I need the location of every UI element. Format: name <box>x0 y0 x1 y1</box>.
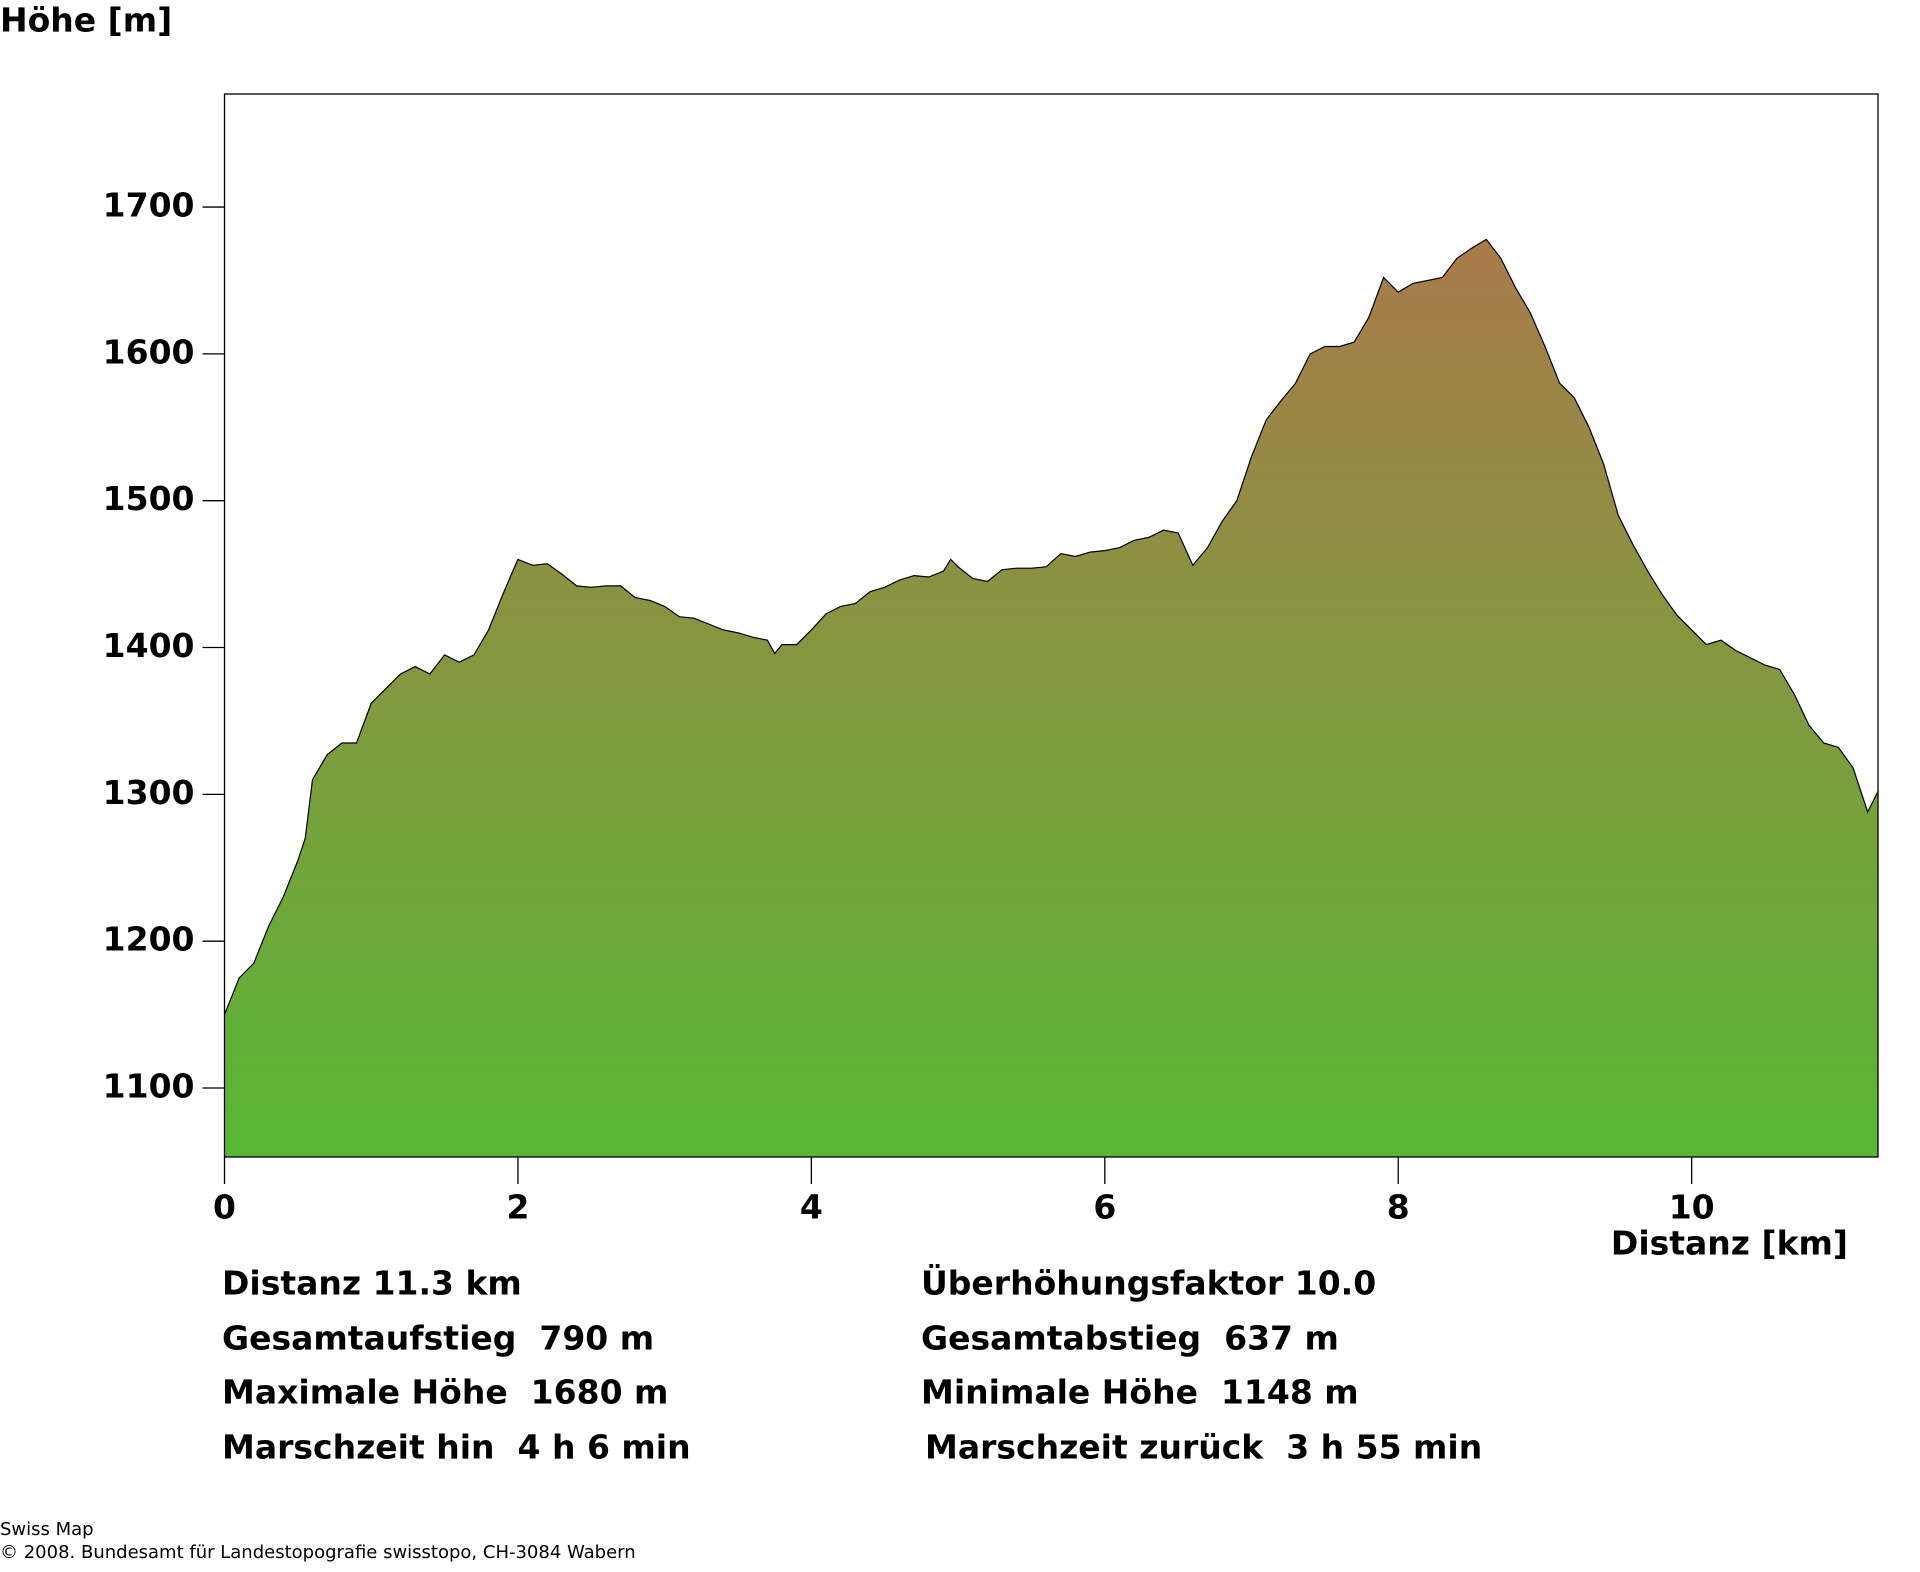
stat: Marschzeit zurück 3 h 55 min <box>925 1428 1482 1467</box>
x-tick-label: 2 <box>506 1188 529 1227</box>
plot-frame <box>223 93 1879 1158</box>
y-tick-label: 1400 <box>103 626 195 665</box>
x-tick-label: 0 <box>213 1188 236 1227</box>
stat: Marschzeit hin 4 h 6 min <box>222 1428 691 1467</box>
x-tick-label: 10 <box>1669 1188 1715 1227</box>
footer-text: © 2008. Bundesamt für Landestopografie s… <box>0 1542 636 1563</box>
x-tick-label: 6 <box>1093 1188 1116 1227</box>
x-axis-label: Distanz [km] <box>1611 1224 1848 1263</box>
footer-text: Swiss Map <box>0 1519 94 1540</box>
y-tick-label: 1100 <box>103 1066 195 1105</box>
area <box>224 239 1878 1157</box>
y-tick-label: 1700 <box>103 186 195 225</box>
stat: Gesamtabstieg 637 m <box>921 1319 1339 1358</box>
stat: Minimale Höhe 1148 m <box>921 1373 1359 1412</box>
stat: Gesamtaufstieg 790 m <box>222 1319 654 1358</box>
stat: Distanz 11.3 km <box>222 1264 522 1303</box>
y-tick-label: 1600 <box>103 332 195 371</box>
y-tick-label: 1500 <box>103 479 195 518</box>
y-axis-label: Höhe [m] <box>0 1 172 40</box>
y-tick-label: 1200 <box>103 920 195 959</box>
stat: Überhöhungsfaktor 10.0 <box>921 1263 1376 1303</box>
x-tick-label: 8 <box>1387 1188 1410 1227</box>
x-tick-label: 4 <box>800 1188 823 1227</box>
stat: Maximale Höhe 1680 m <box>222 1373 668 1412</box>
profile-line <box>223 238 1879 1015</box>
y-tick-label: 1300 <box>103 773 195 812</box>
